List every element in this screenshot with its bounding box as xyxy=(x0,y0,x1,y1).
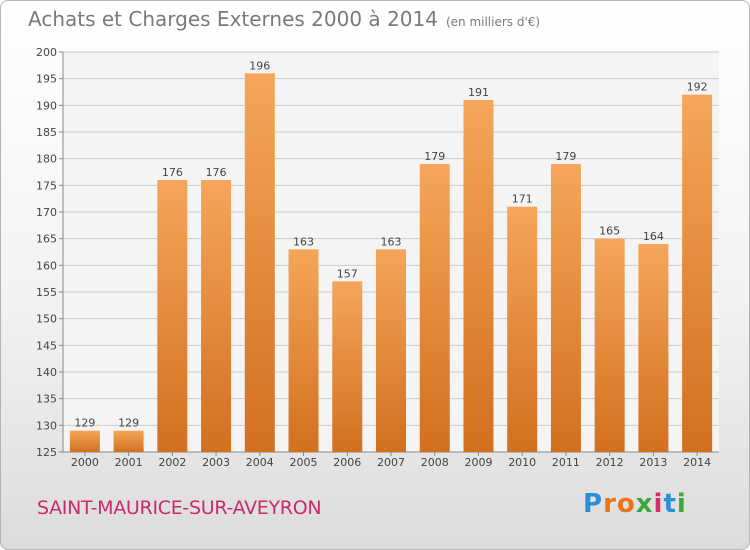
y-tick-label: 130 xyxy=(36,419,57,432)
bar-value-label: 171 xyxy=(512,193,533,206)
bar-2008 xyxy=(419,164,450,452)
y-tick-label: 200 xyxy=(36,46,57,59)
x-tick-label: 2014 xyxy=(683,456,711,469)
y-tick-label: 125 xyxy=(36,446,57,459)
logo-letter: P xyxy=(583,489,604,519)
x-tick-label: 2005 xyxy=(290,456,318,469)
bar-2012 xyxy=(594,238,625,452)
y-tick-label: 195 xyxy=(36,73,57,86)
x-tick-label: 2000 xyxy=(71,456,99,469)
bar-2006 xyxy=(332,281,363,452)
bar-value-label: 176 xyxy=(162,166,183,179)
x-tick-label: 2013 xyxy=(639,456,667,469)
bar-2005 xyxy=(288,249,319,452)
logo-letter: i xyxy=(653,489,664,519)
x-tick-label: 2008 xyxy=(421,456,449,469)
y-tick-label: 175 xyxy=(36,179,57,192)
y-tick-label: 190 xyxy=(36,99,57,112)
bar-2000 xyxy=(69,430,100,452)
x-tick-label: 2009 xyxy=(464,456,492,469)
x-tick-label: 2001 xyxy=(115,456,143,469)
bar-value-label: 163 xyxy=(381,235,402,248)
logo-letter: x xyxy=(635,489,654,519)
bar-value-label: 164 xyxy=(643,230,664,243)
y-tick-label: 165 xyxy=(36,233,57,246)
bar-value-label: 179 xyxy=(555,150,576,163)
bar-2013 xyxy=(638,244,669,452)
bar-2010 xyxy=(507,206,538,452)
x-tick-label: 2003 xyxy=(202,456,230,469)
bar-value-label: 191 xyxy=(468,86,489,99)
bar-value-label: 196 xyxy=(249,59,270,72)
y-tick-label: 170 xyxy=(36,206,57,219)
y-tick-label: 160 xyxy=(36,259,57,272)
x-tick-label: 2002 xyxy=(158,456,186,469)
logo-letter: o xyxy=(616,489,636,519)
x-tick-label: 2010 xyxy=(508,456,536,469)
bar-2007 xyxy=(376,249,406,452)
x-tick-label: 2012 xyxy=(596,456,624,469)
bar-value-label: 165 xyxy=(599,225,620,238)
bar-2014 xyxy=(682,94,713,453)
bar-value-label: 163 xyxy=(293,235,314,248)
x-tick-label: 2004 xyxy=(246,456,274,469)
bar-2011 xyxy=(550,164,581,452)
bar-value-label: 129 xyxy=(118,417,139,430)
bar-2003 xyxy=(201,180,232,452)
chart-title-text: Achats et Charges Externes 2000 à 2014 xyxy=(28,7,438,31)
x-tick-label: 2011 xyxy=(552,456,580,469)
bar-2001 xyxy=(113,430,144,452)
bar-value-label: 179 xyxy=(424,150,445,163)
bar-value-label: 192 xyxy=(687,81,708,94)
bar-value-label: 176 xyxy=(206,166,227,179)
bar-2002 xyxy=(157,180,188,452)
x-tick-label: 2006 xyxy=(333,456,361,469)
logo-letter: i xyxy=(676,489,687,519)
y-tick-label: 135 xyxy=(36,393,57,406)
y-tick-label: 145 xyxy=(36,339,57,352)
y-tick-label: 140 xyxy=(36,366,57,379)
y-tick-label: 180 xyxy=(36,153,57,166)
proxiti-logo: Proxiti xyxy=(583,489,687,519)
bar-value-label: 129 xyxy=(74,417,95,430)
y-tick-label: 150 xyxy=(36,313,57,326)
x-tick-label: 2007 xyxy=(377,456,405,469)
bar-2004 xyxy=(244,73,275,452)
logo-letter: r xyxy=(603,489,617,519)
chart-subtitle: (en milliers d'€) xyxy=(445,15,541,29)
commune-name: SAINT-MAURICE-SUR-AVEYRON xyxy=(37,497,322,519)
bar-2009 xyxy=(463,100,494,452)
chart-title: Achats et Charges Externes 2000 à 2014 (e… xyxy=(28,7,540,31)
y-tick-label: 185 xyxy=(36,126,57,139)
y-tick-label: 155 xyxy=(36,286,57,299)
logo-letter: t xyxy=(663,489,677,519)
bar-value-label: 157 xyxy=(337,267,358,280)
